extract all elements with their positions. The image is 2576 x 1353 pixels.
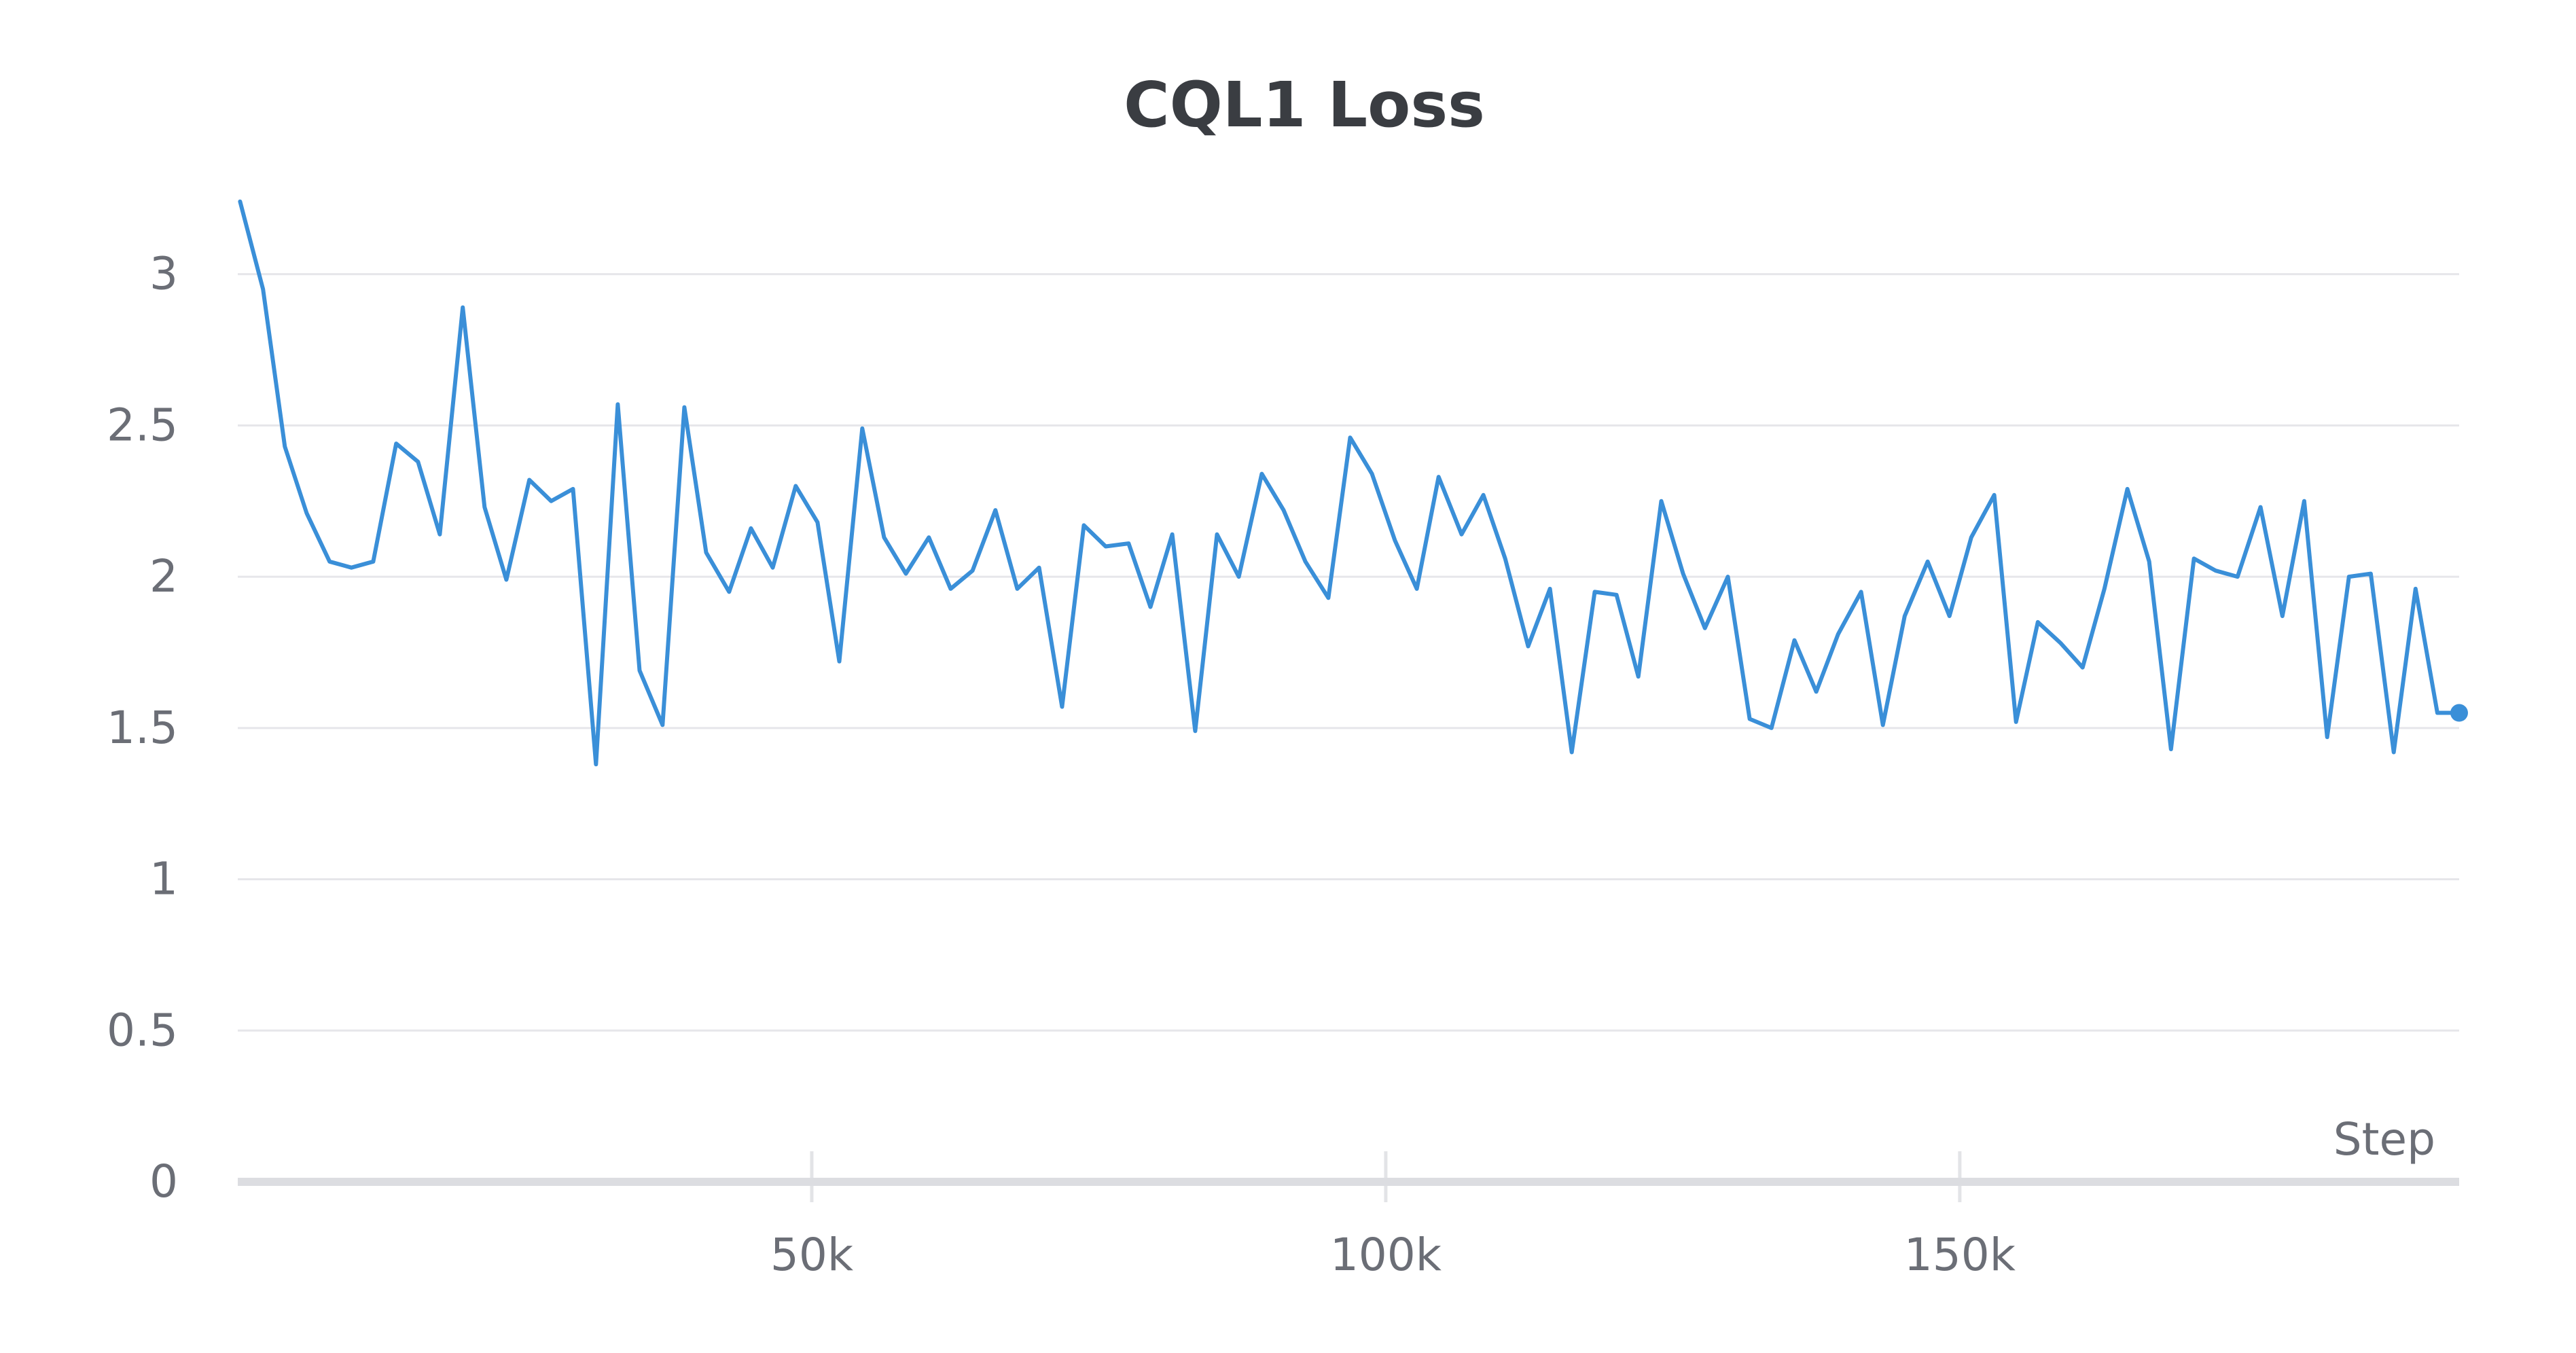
y-tick-label: 3	[149, 248, 178, 300]
y-tick-label: 2.5	[107, 399, 178, 451]
x-tick-label: 150k	[1904, 1229, 2016, 1281]
y-tick-label: 0	[149, 1155, 178, 1208]
y-tick-label: 0.5	[107, 1004, 178, 1056]
chart-title: CQL1 Loss	[1124, 69, 1485, 141]
last-point-marker[interactable]	[2450, 704, 2468, 722]
x-tick-label: 50k	[770, 1229, 854, 1281]
series-layer	[238, 199, 2468, 767]
y-tick-label: 1	[149, 853, 178, 905]
y-tick-label: 2	[149, 550, 178, 602]
series-line	[238, 199, 2461, 767]
x-axis-label: Step	[2333, 1113, 2435, 1166]
grid-layer	[238, 273, 2459, 1032]
y-tick-label: 1.5	[107, 702, 178, 754]
y-tick-labels: 0 0.5 1 1.5 2 2.5 3	[107, 248, 178, 1208]
x-tick-label: 100k	[1330, 1229, 1442, 1281]
x-tick-labels: 50k 100k 150k	[770, 1151, 2016, 1281]
